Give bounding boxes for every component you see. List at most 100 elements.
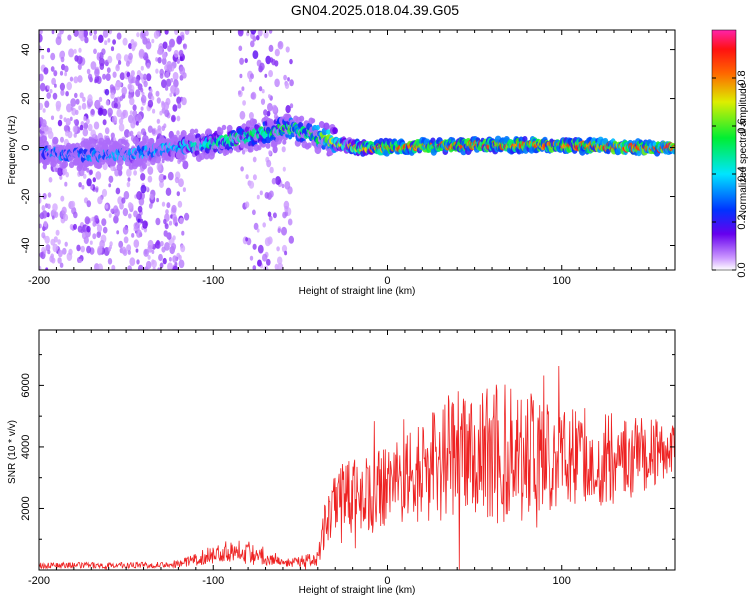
heatmap-cell [136, 32, 140, 38]
heatmap-cell [60, 89, 65, 96]
heatmap-cell [133, 239, 140, 248]
heatmap-cell [267, 102, 273, 112]
heatmap-cell [145, 30, 149, 37]
heatmap-cell [60, 136, 64, 143]
heatmap-cell [226, 124, 233, 132]
heatmap-cell [118, 240, 124, 248]
heatmap-cell [90, 129, 96, 138]
heatmap-cell [176, 96, 182, 105]
heatmap-cell [136, 191, 143, 200]
heatmap-cell [161, 201, 166, 207]
heatmap-cell [46, 85, 50, 90]
heatmap-cell [80, 228, 84, 234]
heatmap-cell [95, 188, 99, 193]
heatmap-cell [168, 220, 173, 226]
heatmap-cell [113, 215, 119, 224]
heatmap-cell [135, 248, 139, 253]
heatmap-cell [79, 124, 84, 131]
heatmap-cell [136, 229, 142, 238]
heatmap-cell [137, 205, 143, 213]
heatmap-cell [46, 92, 51, 99]
heatmap-cell [160, 240, 164, 247]
snr-plot-area [39, 330, 675, 570]
heatmap-cell [315, 124, 320, 131]
heatmap-cell [250, 92, 255, 100]
heatmap-cell [148, 203, 153, 209]
heatmap-cell [54, 83, 57, 88]
heatmap-cell [156, 97, 161, 104]
heatmap-cell [57, 239, 61, 245]
heatmap-cell [108, 183, 112, 188]
heatmap-cell [39, 82, 46, 92]
heatmap-cell [127, 265, 132, 270]
heatmap-cell [140, 87, 144, 93]
heatmap-cell [194, 128, 199, 134]
heatmap-cell [78, 64, 82, 70]
heatmap-cell [140, 128, 146, 136]
heatmap-cell [130, 120, 136, 129]
heatmap-cell [164, 30, 169, 35]
heatmap-cell [59, 70, 64, 76]
heatmap-cell [86, 178, 92, 187]
spectrogram-x-tick-label: 0 [384, 275, 390, 287]
heatmap-cell [133, 42, 137, 48]
heatmap-cell [143, 248, 149, 257]
heatmap-cell [50, 52, 56, 61]
heatmap-cell [116, 81, 120, 87]
heatmap-cell [277, 262, 284, 270]
heatmap-cell [248, 112, 254, 120]
heatmap-cell [145, 260, 152, 270]
heatmap-cell [269, 166, 274, 174]
heatmap-cell [164, 85, 169, 91]
heatmap-cell [155, 90, 160, 97]
spectrogram-x-tick-label: -100 [202, 275, 224, 287]
heatmap-cell [97, 196, 103, 205]
heatmap-cell [147, 166, 154, 175]
heatmap-cell [48, 177, 53, 183]
heatmap-cell [89, 139, 97, 148]
heatmap-cell [268, 94, 271, 99]
heatmap-cell [122, 226, 129, 235]
heatmap-cell [114, 208, 120, 218]
heatmap-cell [162, 257, 167, 265]
heatmap-cell [86, 245, 92, 254]
heatmap-cell [68, 48, 75, 58]
heatmap-cell [147, 99, 154, 108]
heatmap-cell [39, 30, 43, 35]
heatmap-cell [239, 110, 246, 120]
heatmap-cell [60, 56, 65, 63]
heatmap-cell [123, 236, 129, 244]
heatmap-cell [142, 73, 147, 81]
colorbar-tick-label: 0.8 [736, 70, 748, 85]
heatmap-cell [145, 40, 152, 50]
heatmap-cell [55, 36, 62, 46]
heatmap-cell [140, 65, 144, 71]
heatmap-cell [130, 70, 135, 77]
heatmap-cell [268, 215, 273, 222]
heatmap-cell [147, 254, 151, 260]
heatmap-cell [276, 246, 280, 252]
heatmap-cell [107, 258, 113, 265]
snr-y-tick-label: 6000 [20, 373, 32, 397]
heatmap-cell [93, 48, 97, 55]
heatmap-cell [41, 205, 46, 211]
heatmap-cell [265, 142, 271, 149]
heatmap-cell [57, 167, 64, 177]
heatmap-cell [86, 68, 91, 75]
heatmap-cell [113, 102, 118, 109]
heatmap-cell [150, 95, 155, 101]
heatmap-cell [94, 75, 100, 83]
heatmap-cell [137, 264, 144, 270]
heatmap-cell [256, 194, 260, 200]
heatmap-cell [180, 244, 186, 253]
heatmap-cell [45, 244, 51, 252]
heatmap-cell [140, 184, 147, 194]
heatmap-cell [135, 89, 141, 98]
heatmap-cell [41, 119, 47, 128]
heatmap-cell [150, 194, 155, 200]
heatmap-cell [171, 204, 177, 213]
heatmap-cell [165, 187, 172, 196]
heatmap-cell [257, 259, 262, 267]
heatmap-cell [59, 114, 63, 120]
heatmap-cell [244, 201, 250, 208]
